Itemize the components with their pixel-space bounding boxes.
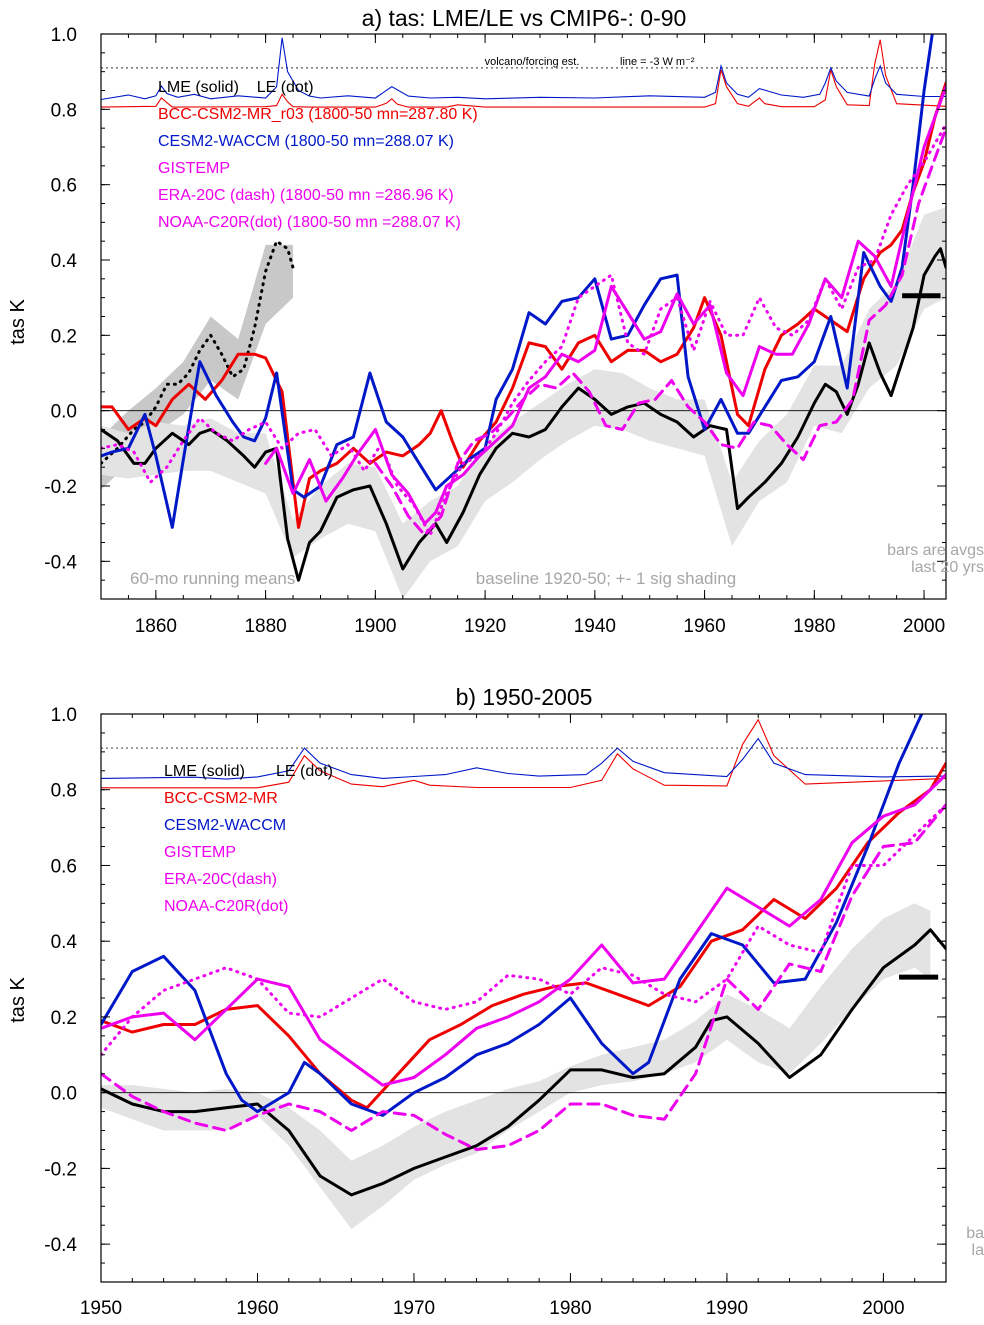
panel-b: b) 1950-2005 tas K -0.4 -0.2 0.0 0.2 0.4 0.6 0… (7, 684, 984, 1319)
panel-a-title: a) tas: LME/LE vs CMIP6-: 0-90 (362, 5, 687, 31)
legend-entry: BCC-CSM2-MR_r03 (1800-50 mn=287.80 K) (158, 106, 478, 123)
forcing-label: volcano/forcing est. (485, 56, 580, 68)
series-line-era-20c-dash (101, 803, 946, 1151)
x-tick-label: 2000 (862, 1298, 904, 1319)
x-tick-label: 1990 (706, 1298, 748, 1319)
bars-note-line-2: la (972, 1242, 984, 1259)
legend-entry: GISTEMP (158, 160, 230, 177)
x-tick-label: 1880 (244, 616, 286, 637)
shading-band-second (101, 207, 946, 599)
baseline-note: baseline 1920-50; +- 1 sig shading (476, 569, 736, 588)
legend-entry: ERA-20C (dash) (1800-50 mn =286.96 K) (158, 187, 454, 204)
panel-a-y-axis-label: tas K (7, 299, 29, 345)
y-tick-label: 0.4 (51, 251, 78, 272)
legend-entry: NOAA-C20R(dot) (164, 898, 288, 915)
y-tick-label: 0.6 (51, 176, 77, 197)
y-tick-label: 0.2 (51, 1008, 77, 1029)
x-tick-label: 1980 (549, 1298, 591, 1319)
plot-area (101, 714, 946, 1229)
series-line-era-20c-dash (373, 126, 946, 537)
y-tick-label: 0.0 (51, 402, 77, 423)
y-tick-label: -0.2 (44, 477, 77, 498)
series-line-bcc-csm2-mr (101, 761, 946, 1110)
legend-entry: CESM2-WACCM (164, 817, 286, 834)
y-tick-label: -0.4 (44, 1235, 77, 1256)
y-tick-label: 0.2 (51, 326, 77, 347)
x-tick-label: 1900 (354, 616, 396, 637)
legend-entry: LME (solid) LE (dot) (158, 79, 314, 96)
x-tick-label: 1970 (393, 1298, 435, 1319)
series-line-noaa-c20r-dot (101, 122, 946, 537)
series-line-gistemp (264, 85, 946, 526)
panel-a: a) tas: LME/LE vs CMIP6-: 0-90 tas K -0.… (7, 5, 984, 637)
y-tick-label: 0.4 (51, 932, 78, 953)
y-tick-label: 0.0 (51, 1084, 77, 1105)
bars-note-line-1: bars are avgs (887, 542, 984, 559)
y-tick-label: 1.0 (51, 25, 77, 46)
series-line-cesm2-waccm (101, 34, 934, 529)
legend-entry: BCC-CSM2-MR (164, 790, 278, 807)
x-tick-label: 1940 (574, 616, 616, 637)
y-tick-label: 0.8 (51, 781, 77, 802)
series-line-cesm2-waccm (101, 714, 924, 1117)
legend-entry: LME (solid) LE (dot) (164, 763, 333, 780)
series-line-lme-solid (101, 928, 946, 1197)
forcing-trace-cesm (101, 37, 946, 101)
x-tick-label: 2000 (903, 616, 945, 637)
series-line-gistemp (101, 773, 946, 1087)
y-tick-label: 1.0 (51, 705, 77, 726)
x-tick-label: 1950 (80, 1298, 122, 1319)
y-tick-label: 0.8 (51, 100, 77, 121)
y-tick-label: -0.4 (44, 552, 77, 573)
bars-note-line-1: ba (966, 1225, 984, 1242)
y-tick-label: -0.2 (44, 1159, 77, 1180)
plot-area (101, 34, 946, 599)
legend-entry: NOAA-C20R(dot) (1800-50 mn =288.07 K) (158, 214, 461, 231)
x-tick-label: 1860 (135, 616, 177, 637)
panel-b-y-axis-label: tas K (7, 977, 29, 1023)
y-tick-label: 0.6 (51, 856, 77, 877)
shading-band-first (101, 903, 931, 1229)
x-tick-label: 1980 (793, 616, 835, 637)
forcing-trace-bcc (101, 718, 946, 789)
forcing-line-label: line = -3 W m⁻² (620, 56, 695, 68)
legend-entry: ERA-20C(dash) (164, 871, 277, 888)
forcing-trace-bcc (101, 39, 946, 108)
legend-entry: GISTEMP (164, 844, 236, 861)
x-tick-label: 1960 (236, 1298, 278, 1319)
series-line-le-dot (101, 239, 295, 465)
series-line-noaa-c20r-dot (101, 803, 946, 1057)
x-tick-label: 1960 (683, 616, 725, 637)
running-mean-note: 60-mo running means (130, 569, 295, 588)
panel-b-title: b) 1950-2005 (456, 684, 593, 710)
legend-entry: CESM2-WACCM (1800-50 mn=288.07 K) (158, 133, 454, 150)
forcing-trace-cesm (101, 737, 946, 780)
x-tick-label: 1920 (464, 616, 506, 637)
bars-note-line-2: last 20 yrs (911, 559, 984, 576)
series-line-bcc-csm2-mr-r03 (101, 81, 946, 529)
